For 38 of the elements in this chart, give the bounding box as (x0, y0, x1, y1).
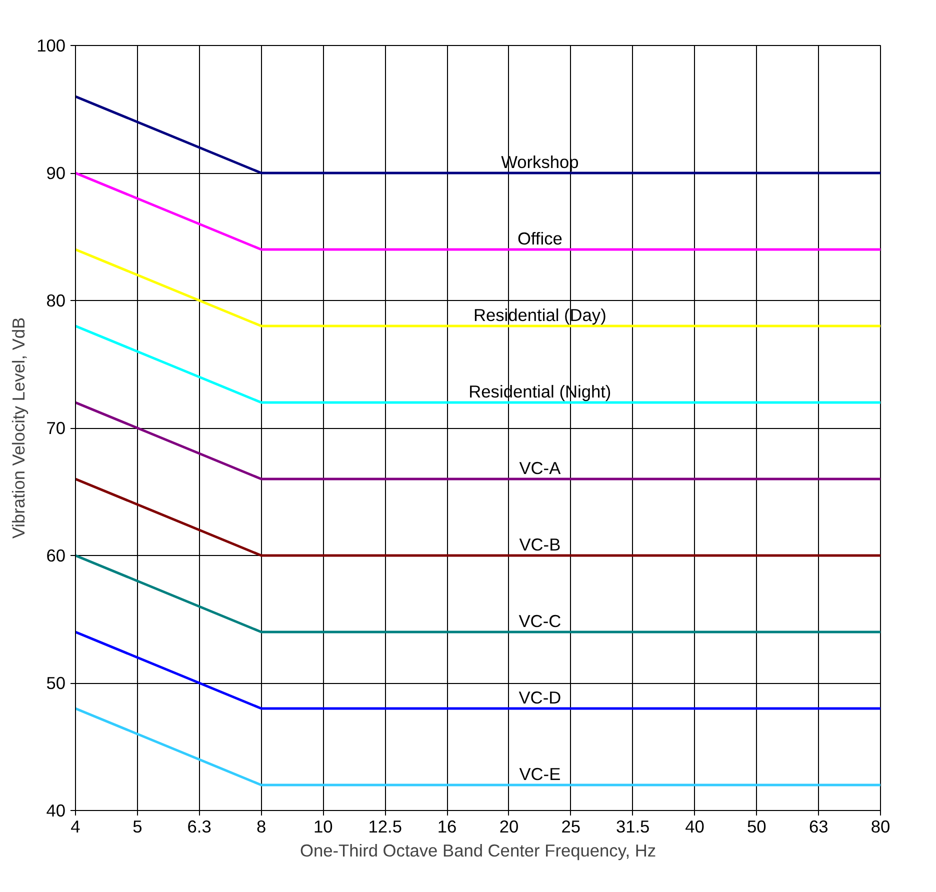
y-tick-label: 60 (46, 546, 66, 566)
y-tick-label: 70 (46, 418, 66, 438)
series-label: VC-D (518, 688, 562, 708)
series-label: VC-C (518, 611, 562, 631)
y-tick-label: 40 (46, 800, 66, 820)
x-axis-title: One-Third Octave Band Center Frequency, Hz (300, 840, 656, 860)
x-tick-label: 8 (256, 816, 266, 836)
line-series (76, 630, 880, 710)
x-tick-label: 5 (132, 816, 142, 836)
line-series (76, 707, 880, 786)
x-tick-label: 40 (685, 816, 704, 836)
x-tick-label: 50 (747, 816, 766, 836)
x-tick-label: 63 (808, 816, 828, 836)
series-label: Office (517, 228, 562, 248)
line-series (76, 401, 880, 480)
series-label: VC-E (519, 764, 561, 784)
line-series (76, 172, 880, 251)
series-label: VC-A (519, 458, 562, 478)
x-tick-label: 16 (437, 816, 457, 836)
y-tick-label: 90 (46, 163, 66, 183)
series-label: VC-B (519, 534, 561, 554)
y-tick-label: 50 (46, 673, 66, 693)
line-series (76, 248, 880, 328)
line-series (76, 95, 880, 174)
x-tick-label: 25 (561, 816, 581, 836)
x-tick-label: 10 (314, 816, 333, 836)
y-axis-title: Vibration Velocity Level, VdB (8, 317, 29, 539)
y-tick-label: 100 (36, 36, 66, 56)
x-tick-label: 4 (70, 816, 81, 836)
line-series (76, 324, 880, 404)
x-tick-label: 6.3 (187, 816, 212, 836)
x-tick-label: 80 (870, 816, 890, 836)
line-series (76, 478, 880, 557)
line-series (76, 554, 880, 634)
x-tick-label: 20 (499, 816, 519, 836)
x-tick-label: 12.5 (368, 816, 402, 836)
y-tick-label: 80 (46, 290, 66, 310)
x-tick-label: 31.5 (616, 816, 650, 836)
